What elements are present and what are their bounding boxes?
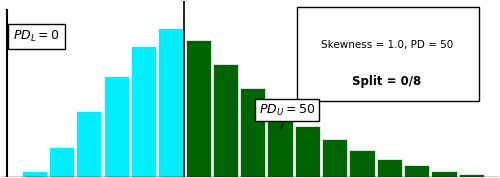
Bar bbox=[186, 40, 210, 177]
Text: $PD_U = 50$: $PD_U = 50$ bbox=[259, 103, 316, 129]
Bar bbox=[432, 171, 456, 177]
Bar bbox=[213, 64, 238, 177]
Text: Split = 0/8: Split = 0/8 bbox=[352, 75, 422, 88]
Bar bbox=[322, 139, 347, 177]
Text: Skewness = 1.0, PD = 50: Skewness = 1.0, PD = 50 bbox=[320, 40, 453, 50]
FancyBboxPatch shape bbox=[297, 7, 478, 101]
Bar bbox=[76, 111, 102, 177]
Bar bbox=[240, 88, 266, 177]
Bar bbox=[49, 147, 74, 177]
Bar bbox=[404, 165, 429, 177]
Bar bbox=[22, 171, 46, 177]
Bar bbox=[104, 76, 128, 177]
Bar bbox=[350, 150, 374, 177]
Bar bbox=[131, 46, 156, 177]
Bar bbox=[377, 159, 402, 177]
Bar bbox=[268, 108, 292, 177]
Bar bbox=[458, 174, 484, 177]
Text: $PD_L = 0$: $PD_L = 0$ bbox=[13, 29, 60, 44]
Bar bbox=[295, 125, 320, 177]
Bar bbox=[158, 28, 184, 177]
